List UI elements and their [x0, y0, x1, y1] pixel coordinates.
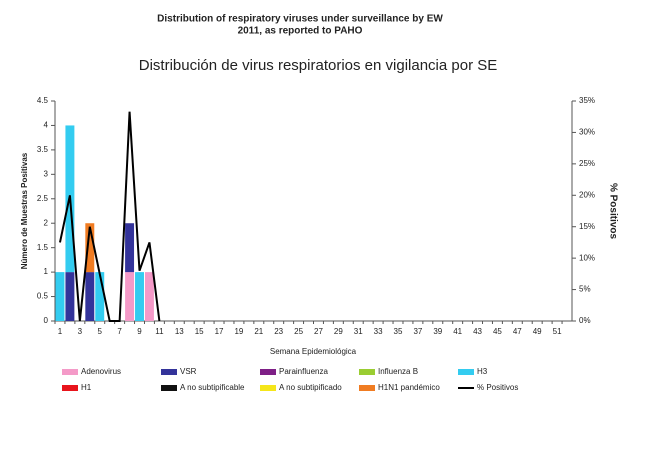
y-tick-label: 3 — [44, 169, 49, 178]
x-tick-label: 43 — [473, 327, 482, 336]
legend-label: Parainfluenza — [279, 367, 328, 376]
y-tick-label: 0.5 — [37, 292, 49, 301]
bar — [65, 272, 75, 321]
legend-label: VSR — [180, 367, 197, 376]
chart-title: Distribución de virus respiratorios en v… — [139, 57, 498, 74]
y-tick-label: 1 — [44, 267, 49, 276]
bar — [55, 272, 65, 321]
legend-label: Adenovirus — [81, 367, 121, 376]
y2-tick-label: 5% — [579, 285, 591, 294]
x-tick-label: 29 — [334, 327, 343, 336]
x-tick-label: 41 — [453, 327, 462, 336]
y2-tick-label: 25% — [579, 159, 595, 168]
x-tick-label: 23 — [274, 327, 283, 336]
bar — [135, 272, 144, 321]
legend-swatch — [458, 369, 474, 375]
y2-axis-label: % Positivos — [607, 183, 618, 240]
y-tick-label: 2.5 — [37, 194, 49, 203]
y-tick-label: 1.5 — [37, 243, 49, 252]
x-tick-label: 35 — [394, 327, 403, 336]
y-tick-label: 4 — [44, 121, 49, 130]
x-tick-label: 51 — [553, 327, 562, 336]
x-tick-label: 9 — [137, 327, 142, 336]
x-tick-label: 3 — [78, 327, 83, 336]
legend-label: H3 — [477, 367, 488, 376]
x-tick-label: 25 — [294, 327, 303, 336]
x-tick-label: 13 — [175, 327, 184, 336]
y-axis-label: Número de Muestras Positivas — [20, 152, 29, 269]
x-tick-label: 49 — [533, 327, 542, 336]
y2-tick-label: 15% — [579, 222, 595, 231]
bar — [125, 272, 135, 321]
bar — [85, 223, 95, 273]
y-tick-label: 4.5 — [37, 96, 49, 105]
legend-swatch — [161, 385, 177, 391]
y-tick-label: 3.5 — [37, 145, 49, 154]
legend-label: A no subtipificable — [180, 383, 245, 392]
bar — [125, 223, 135, 273]
line — [58, 111, 161, 322]
y-tick-label: 0 — [44, 316, 49, 325]
y2-tick-label: 30% — [579, 128, 595, 137]
x-tick-label: 1 — [58, 327, 63, 336]
y2-tick-label: 0% — [579, 316, 591, 325]
x-tick-label: 7 — [117, 327, 122, 336]
x-tick-label: 33 — [374, 327, 383, 336]
legend-label: % Positivos — [477, 383, 518, 392]
bar — [144, 272, 154, 321]
legend-swatch — [161, 369, 177, 375]
x-tick-label: 21 — [254, 327, 263, 336]
legend-label: H1 — [81, 383, 92, 392]
y2-tick-label: 35% — [579, 96, 595, 105]
x-tick-label: 45 — [493, 327, 502, 336]
x-tick-label: 5 — [98, 327, 103, 336]
x-tick-label: 15 — [195, 327, 204, 336]
legend-swatch — [260, 385, 276, 391]
y2-tick-label: 20% — [579, 190, 595, 199]
x-tick-label: 39 — [433, 327, 442, 336]
legend-swatch — [62, 369, 78, 375]
legend-swatch — [359, 369, 375, 375]
legend-swatch — [260, 369, 276, 375]
x-tick-label: 11 — [155, 327, 164, 336]
x-tick-label: 19 — [234, 327, 243, 336]
x-axis-label: Semana Epidemiológica — [270, 347, 357, 356]
x-tick-label: 47 — [513, 327, 522, 336]
x-tick-label: 27 — [314, 327, 323, 336]
header-line: Distribution of respiratory viruses unde… — [157, 14, 443, 25]
x-tick-label: 37 — [413, 327, 422, 336]
bar — [95, 272, 105, 321]
y2-tick-label: 10% — [579, 253, 595, 262]
y-tick-label: 2 — [44, 218, 49, 227]
legend-swatch — [359, 385, 375, 391]
x-tick-label: 17 — [215, 327, 224, 336]
bar — [85, 272, 95, 321]
legend-swatch — [62, 385, 78, 391]
legend-label: H1N1 pandémico — [378, 383, 440, 392]
header-line: 2011, as reported to PAHO — [238, 26, 363, 37]
x-tick-label: 31 — [354, 327, 363, 336]
legend-label: Influenza B — [378, 367, 418, 376]
legend-label: A no subtipificado — [279, 383, 342, 392]
